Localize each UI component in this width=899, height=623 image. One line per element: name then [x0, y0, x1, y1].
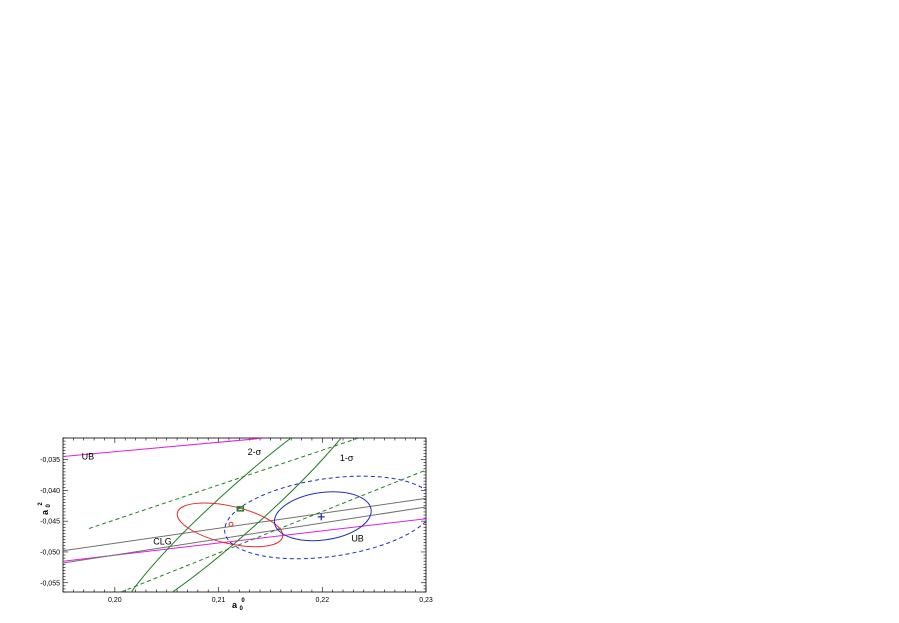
annotation-label: UB [351, 533, 364, 543]
annotation-label: 2-σ [248, 447, 262, 457]
axis-ticks [62, 437, 427, 593]
x-tick-label: 0,21 [212, 597, 226, 604]
x-tick-label: 0,20 [108, 597, 122, 604]
annotation-label: 1-σ [340, 453, 354, 463]
y-tick-label: -0,040 [40, 488, 60, 495]
annotation-layer: UB 2-σ 1-σ CLG UB [82, 447, 364, 546]
y-axis-title-group: a 0 2 [38, 502, 52, 515]
y-axis-title: a 0 2 [38, 502, 52, 515]
annotation-label: UB [82, 452, 95, 462]
series-line-0 [63, 438, 266, 457]
marker-square [236, 506, 245, 512]
series-ellipse-9 [224, 475, 426, 560]
x-axis-title-sup: 0 [241, 598, 245, 604]
y-axis-title-main: a [40, 509, 50, 515]
marker-layer [228, 506, 325, 527]
x-axis-title-sub: 0 [240, 606, 244, 612]
series-layer [63, 438, 426, 592]
series-ellipse-7 [176, 502, 284, 548]
x-axis-title-main: a [232, 600, 238, 610]
y-tick-label: -0,055 [40, 580, 60, 587]
marker-circle [228, 521, 234, 527]
y-tick-label: -0,045 [40, 519, 60, 526]
y-axis-title-sub: 0 [46, 503, 52, 507]
x-tick-label: 0,22 [315, 597, 329, 604]
series-ellipse-8 [273, 491, 372, 542]
y-axis-title-sup: 2 [38, 502, 44, 506]
x-tick-label: 0,23 [419, 597, 433, 604]
series-line-2 [63, 497, 426, 552]
tick-labels: 0,20 0,21 0,22 0,23 -0,035 -0,040 -0,045 -0,050… [40, 457, 433, 604]
annotation-label: CLG [153, 537, 172, 547]
marker-cross [317, 513, 325, 521]
series-line-4 [88, 438, 359, 530]
series-ellipse-6 [121, 438, 363, 592]
y-tick-label: -0,050 [40, 549, 60, 556]
x-axis-title: a 0 0 [232, 598, 245, 612]
y-tick-label: -0,035 [40, 457, 60, 464]
series-line-5 [120, 469, 426, 592]
